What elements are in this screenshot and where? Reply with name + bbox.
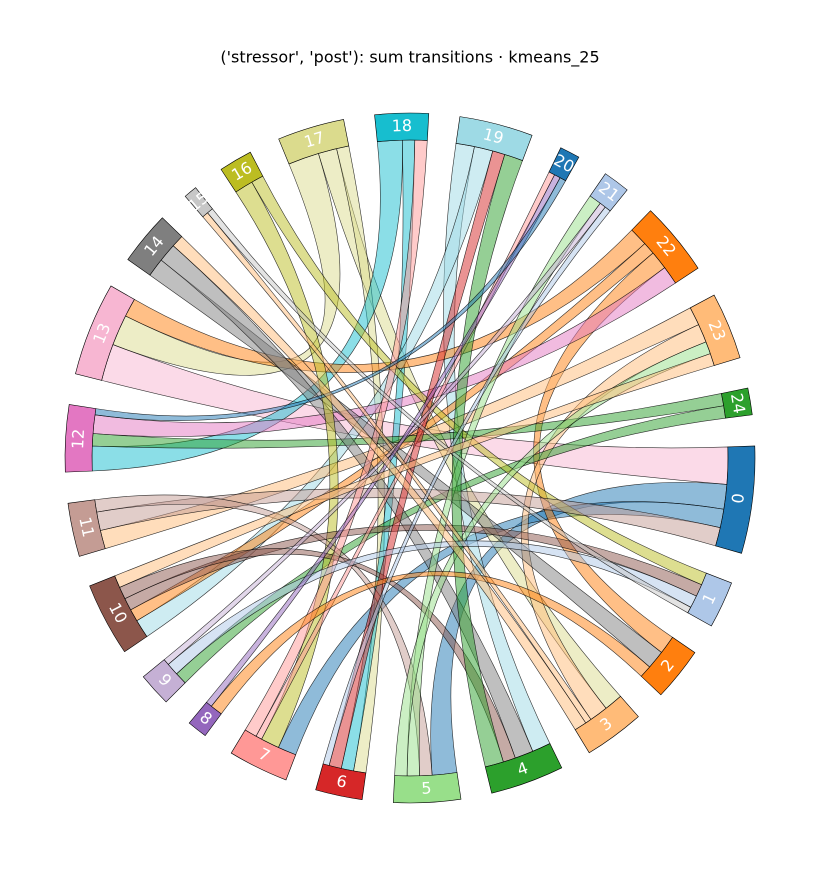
node-label: 12 bbox=[68, 428, 88, 449]
node-label: 24 bbox=[727, 392, 749, 415]
node-arc bbox=[230, 729, 297, 781]
node-arc bbox=[184, 187, 213, 218]
node-label: 19 bbox=[481, 124, 505, 147]
node-arc bbox=[715, 445, 756, 554]
node-arc bbox=[64, 404, 97, 473]
node-arc bbox=[392, 772, 462, 804]
chart-title: ('stressor', 'post'): sum transitions · … bbox=[220, 48, 599, 68]
node-label: 6 bbox=[335, 771, 349, 792]
node-label: 18 bbox=[392, 116, 413, 135]
node-arc bbox=[127, 217, 183, 276]
node-arc bbox=[142, 659, 186, 703]
node-arc bbox=[75, 285, 135, 381]
node-arc bbox=[631, 210, 699, 284]
node-label: 0 bbox=[728, 492, 748, 504]
node-label: 5 bbox=[421, 778, 432, 797]
node-arc bbox=[689, 294, 741, 366]
node-arc bbox=[574, 695, 639, 754]
node-label: 11 bbox=[75, 515, 98, 539]
node-arc bbox=[589, 173, 628, 212]
node-arc bbox=[89, 575, 148, 653]
node-arc bbox=[220, 151, 264, 193]
node-arc bbox=[640, 636, 696, 696]
ribbons bbox=[91, 139, 729, 777]
node-arc bbox=[315, 763, 367, 801]
node-arc bbox=[687, 572, 732, 627]
node-arc bbox=[484, 743, 563, 794]
node-arc bbox=[548, 147, 580, 182]
node-arc bbox=[374, 112, 430, 143]
node-arc bbox=[67, 499, 106, 557]
node-arc bbox=[278, 119, 350, 165]
node-arc bbox=[188, 701, 222, 737]
node-arc bbox=[721, 387, 753, 419]
node-arc bbox=[455, 116, 533, 161]
